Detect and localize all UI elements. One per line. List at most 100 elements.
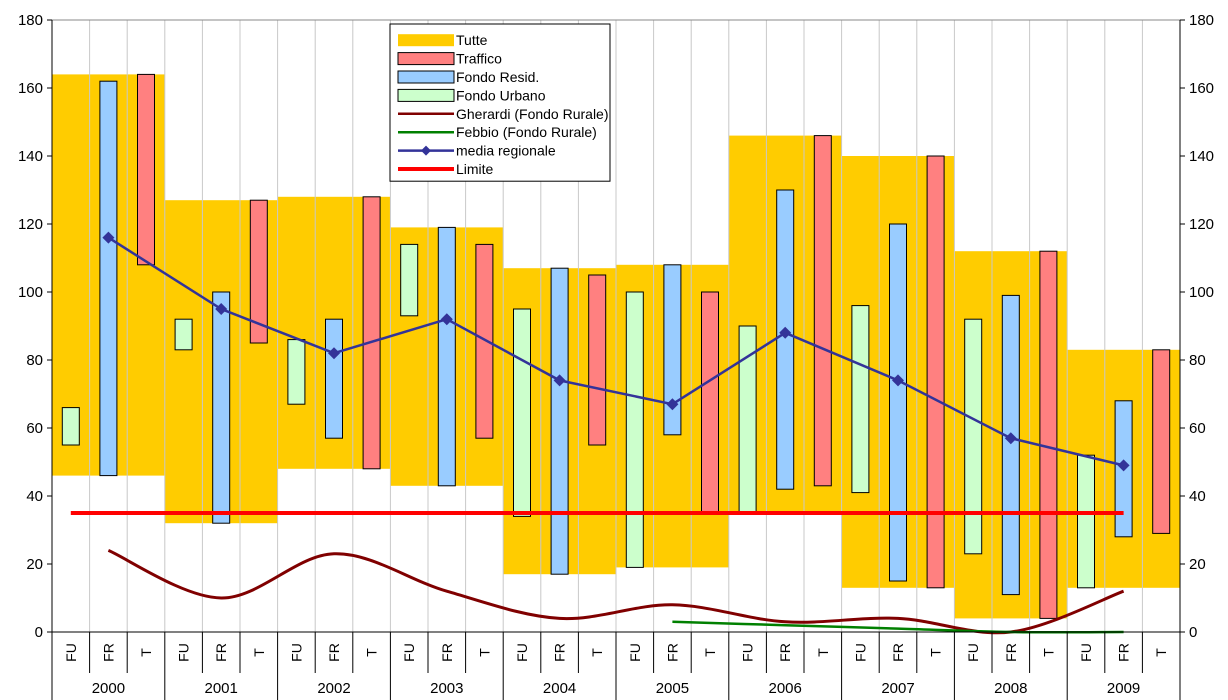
traffico-bar <box>813 135 832 487</box>
traffico-bar <box>249 199 268 344</box>
subcategory-label: T <box>589 648 605 657</box>
subcategory-label: FU <box>176 643 192 662</box>
year-label: 2006 <box>769 680 802 697</box>
traffico-bar <box>1152 349 1171 534</box>
subcategory-label: T <box>1153 648 1169 657</box>
subcategory-label: T <box>476 648 492 657</box>
subcategory-label: T <box>1040 648 1056 657</box>
legend-label: Gherardi (Fondo Rurale) <box>456 106 609 122</box>
media-point <box>779 326 792 339</box>
subcategory-label: T <box>815 648 831 657</box>
y-tick-label-left: 20 <box>26 556 43 573</box>
y-tick-label-left: 60 <box>26 420 43 437</box>
legend-swatch <box>398 34 454 47</box>
y-tick-label-right: 60 <box>1189 420 1206 437</box>
y-tick-label-right: 100 <box>1189 284 1214 301</box>
subcategory-label: FR <box>890 643 906 662</box>
legend: Tutte Traffico Fondo Resid. Fondo Urbano Ghe… <box>389 23 611 182</box>
fondo-resid-bar <box>437 226 456 487</box>
year-label: 2003 <box>430 680 463 697</box>
traffico-bar <box>137 73 155 266</box>
y-tick-label-left: 100 <box>18 284 43 301</box>
year-label: 2009 <box>1107 680 1140 697</box>
fondo-urbano-bar <box>851 305 870 494</box>
legend-swatch <box>397 88 455 102</box>
legend-label: media regionale <box>456 143 556 159</box>
fondo-resid-bar <box>550 267 569 575</box>
subcategory-label: T <box>364 648 380 657</box>
fondo-urbano-bar <box>513 308 531 517</box>
fondo-urbano-bar <box>287 339 306 405</box>
traffico-bar <box>475 243 494 439</box>
category-axis: FU FR T FU FR T FU FR T FU FR T FU FR T FU FR T FU FR T FU FR T… <box>51 632 1181 700</box>
fondo-urbano-bar <box>625 291 644 568</box>
traffico-bar <box>362 196 381 470</box>
y-tick-label-left: 80 <box>26 352 43 369</box>
y-tick-label-left: 180 <box>18 12 43 29</box>
subcategory-label: FU <box>514 643 530 662</box>
subcategory-label: FR <box>326 643 342 662</box>
subcategory-label: FR <box>213 643 229 662</box>
legend-swatch <box>397 52 455 66</box>
legend-label: Fondo Resid. <box>456 69 539 85</box>
year-label: 2005 <box>656 680 689 697</box>
year-label: 2007 <box>881 680 914 697</box>
legend-label: Limite <box>456 161 494 177</box>
year-label: 2001 <box>205 680 238 697</box>
grid-lines <box>89 20 1143 632</box>
legend-box <box>389 23 611 182</box>
subcategory-label: FU <box>63 643 79 662</box>
y-tick-label-right: 20 <box>1189 556 1206 573</box>
legend-marker <box>421 145 431 156</box>
axes: 0 0 20 20 40 40 60 60 80 80 100 100 120 120 140 140 160 1… <box>18 12 1214 641</box>
fondo-resid-bar <box>889 223 907 582</box>
subcategory-label: FU <box>627 643 643 662</box>
y-tick-label-left: 120 <box>18 216 43 233</box>
subcategory-label: T <box>251 648 267 657</box>
year-label: 2008 <box>994 680 1027 697</box>
gherardi-line <box>107 549 1125 635</box>
y-tick-label-right: 160 <box>1189 80 1214 97</box>
subcategory-label: FU <box>1078 643 1094 662</box>
fondo-resid-bar <box>1001 294 1020 596</box>
fondo-resid-bar <box>776 189 795 490</box>
year-label: 2004 <box>543 680 576 697</box>
fondo-urbano-bar <box>400 243 419 317</box>
fondo-urbano-bar <box>61 407 80 446</box>
fondo-urbano-bar <box>1077 454 1095 589</box>
y-tick-label-left: 140 <box>18 148 43 165</box>
fondo-resid-bar <box>325 318 343 439</box>
y-tick-label-right: 40 <box>1189 488 1206 505</box>
y-tick-label-right: 0 <box>1189 624 1197 641</box>
subcategory-label: FR <box>777 643 793 662</box>
media-line <box>107 236 1124 467</box>
legend-label: Traffico <box>456 51 502 67</box>
media-point <box>215 303 228 315</box>
media-point <box>1004 432 1017 445</box>
media-point <box>666 398 679 411</box>
subcategory-label: FU <box>740 643 756 662</box>
media-point <box>328 347 340 360</box>
year-label: 2000 <box>92 680 125 697</box>
y-tick-label-left: 160 <box>18 80 43 97</box>
media-point <box>892 374 904 387</box>
media-point <box>553 374 566 387</box>
subcategory-label: FU <box>852 643 868 662</box>
subcategory-label: T <box>928 648 944 657</box>
y-tick-label-left: 0 <box>35 624 43 641</box>
subcategory-label: FR <box>664 643 680 662</box>
fondo-resid-bar <box>99 80 118 477</box>
legend-label: Tutte <box>456 32 488 48</box>
subcategory-label: FU <box>965 643 981 662</box>
subcategory-label: FR <box>1003 643 1019 662</box>
series-lines <box>70 231 1130 635</box>
subcategory-label: FR <box>1116 643 1132 662</box>
traffico-bar <box>926 155 945 589</box>
y-tick-label-left: 40 <box>26 488 43 505</box>
year-label: 2002 <box>317 680 350 697</box>
subcategory-label: FU <box>401 643 417 662</box>
traffico-bar <box>588 274 607 446</box>
legend-swatch <box>397 70 455 84</box>
legend-label: Fondo Urbano <box>456 87 546 103</box>
